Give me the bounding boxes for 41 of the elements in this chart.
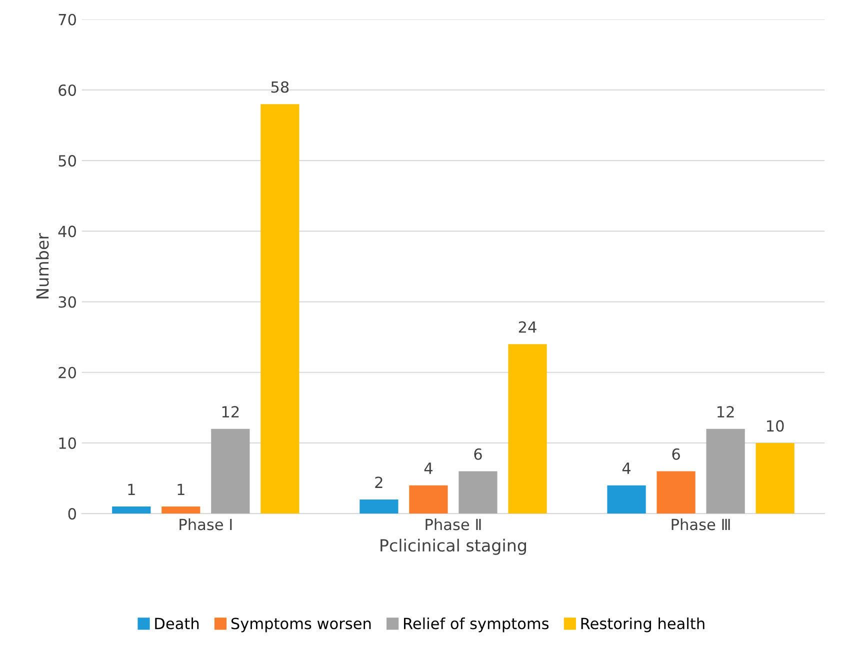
y-tick-label: 30: [58, 296, 76, 308]
legend-label: Restoring health: [581, 617, 704, 632]
data-label: 1: [178, 484, 184, 495]
y-axis-title: Number: [36, 233, 49, 298]
data-label: 1: [128, 484, 135, 495]
data-label: 6: [672, 448, 680, 460]
bar: [706, 428, 745, 514]
x-tick-label: Phase Ⅲ: [672, 518, 730, 530]
bar: [508, 344, 547, 514]
data-label: 58: [271, 81, 289, 93]
bar: [360, 499, 398, 514]
bar: [756, 442, 794, 514]
bar: [211, 428, 250, 514]
data-label: 10: [767, 420, 784, 432]
bar: [656, 471, 696, 514]
legend-label: Death: [155, 617, 199, 630]
bar: [112, 506, 151, 514]
x-axis-title: Pclicinical staging: [380, 538, 526, 555]
y-tick-label: 0: [68, 508, 76, 520]
bar: [458, 471, 498, 514]
x-tick-label: Phase Ⅰ: [180, 518, 232, 530]
data-label: 2: [375, 476, 382, 488]
legend-label: Symptoms worsen: [231, 618, 371, 632]
data-label: 12: [718, 406, 734, 418]
y-tick-label: 40: [58, 226, 76, 238]
bar: [409, 485, 448, 514]
bar: [607, 485, 646, 514]
y-tick-label: 20: [58, 366, 76, 378]
legend-label: Relief of symptoms: [404, 617, 549, 632]
data-label: 4: [622, 462, 631, 474]
y-tick-label: 10: [59, 437, 76, 449]
bar: [260, 104, 300, 514]
data-label: 6: [474, 448, 482, 460]
y-tick-label: 60: [58, 84, 76, 96]
x-tick-label: Phase Ⅱ: [426, 518, 481, 530]
data-label: 24: [518, 321, 536, 333]
y-tick-label: 70: [58, 14, 76, 26]
data-label: 4: [424, 462, 432, 474]
y-tick-label: 50: [58, 155, 76, 167]
data-label: 12: [222, 406, 239, 418]
bar: [162, 506, 200, 514]
